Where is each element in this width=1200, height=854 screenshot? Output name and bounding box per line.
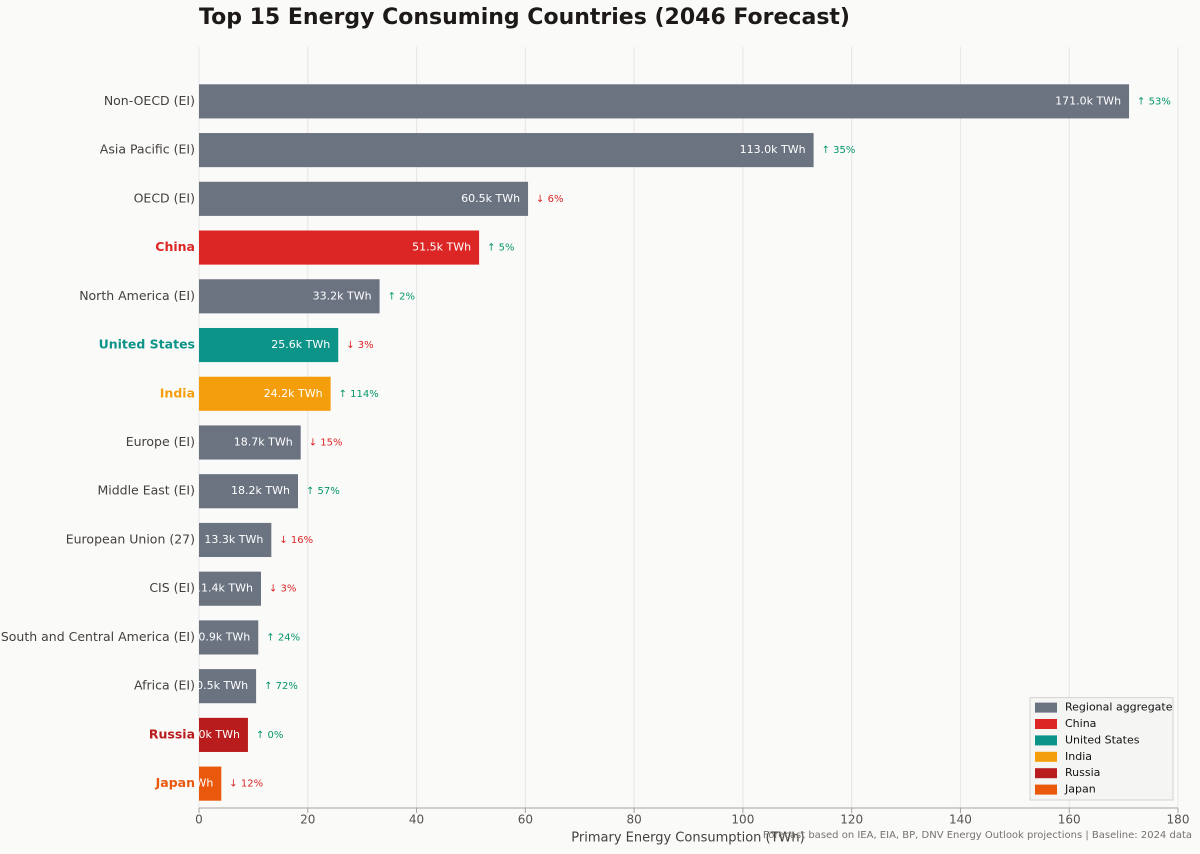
value-label: 24.2k TWh [264,387,323,400]
legend-swatch [1035,751,1057,762]
x-tick-label: 40 [409,813,424,827]
legend-swatch [1035,735,1057,746]
bar [199,279,380,314]
bar [199,766,222,801]
value-label: 10.9k TWh [191,630,250,643]
change-label: ↓ 15% [309,438,343,449]
legend-label: United States [1065,733,1140,746]
value-label: 13.3k TWh [204,533,263,546]
value-label: 4.1k TWh [161,777,213,790]
y-tick-label: OECD (EI) [134,190,195,205]
x-tick-label: 140 [949,813,972,827]
y-tick-label: Middle East (EI) [97,483,195,498]
value-label: 18.7k TWh [234,436,293,449]
legend-box [1029,697,1174,801]
x-tick-label: 180 [1167,813,1190,827]
value-label: 171.0k TWh [1055,94,1121,107]
legend-label: Russia [1065,766,1100,779]
value-label: 11.4k TWh [194,582,253,595]
value-label: 18.2k TWh [231,484,290,497]
x-tick-label: 160 [1058,813,1081,827]
change-label: ↓ 3% [346,340,373,351]
change-label: ↓ 16% [279,535,313,546]
bar [199,327,339,363]
value-label: 113.0k TWh [740,143,806,156]
change-label: ↑ 0% [256,730,283,741]
change-label: ↑ 72% [264,681,298,692]
y-tick-label: CIS (EI) [149,580,195,595]
y-tick-label: India [160,385,195,400]
legend-label: Regional aggregate [1065,701,1173,714]
bar [199,522,272,558]
x-tick-label: 0 [195,813,203,827]
bar [199,181,529,216]
bar [199,717,248,752]
change-label: ↓ 12% [229,779,263,790]
y-tick-label: North America (EI) [79,288,195,303]
y-tick-label: United States [99,337,195,352]
bar [199,669,257,704]
value-label: 33.2k TWh [313,289,372,302]
bar [199,84,1130,119]
legend-swatch [1035,768,1057,779]
change-label: ↓ 6% [536,194,563,205]
bar [199,425,301,460]
x-tick-label: 20 [300,813,315,827]
change-label: ↓ 3% [269,584,296,595]
y-tick-label: Non-OECD (EI) [104,93,195,108]
x-tick-label: 100 [731,813,754,827]
value-label: 9.0k TWh [188,728,240,741]
legend-swatch [1035,702,1057,713]
bar [199,376,331,411]
y-tick-label: European Union (27) [66,531,195,546]
value-label: 25.6k TWh [271,338,330,351]
y-tick-label: Asia Pacific (EI) [100,142,195,157]
y-tick-label: Africa (EI) [134,678,195,693]
value-label: 51.5k TWh [412,241,471,254]
bar [199,133,814,168]
value-label: 60.5k TWh [461,192,520,205]
bar [199,571,262,606]
x-tick-label: 120 [840,813,863,827]
bar [199,474,298,509]
legend-swatch [1035,719,1057,729]
y-tick-label: Japan [155,775,195,790]
value-label: 10.5k TWh [189,679,248,692]
legend-label: Japan [1064,783,1096,796]
change-label: ↑ 35% [822,145,856,156]
footnote: Forecast based on IEA, EIA, BP, DNV Ener… [763,830,1192,841]
change-label: ↑ 53% [1137,96,1171,107]
change-label: ↑ 24% [266,632,300,643]
chart-title: Top 15 Energy Consuming Countries (2046 … [199,5,850,30]
x-tick-label: 80 [626,813,641,827]
change-label: ↑ 2% [388,291,415,302]
y-tick-label: Europe (EI) [126,434,195,449]
change-label: ↑ 114% [339,389,379,400]
legend-label: India [1065,750,1092,763]
y-tick-label: China [155,239,195,254]
x-axis-label: Primary Energy Consumption (TWh) [571,831,804,846]
y-tick-label: South and Central America (EI) [1,629,195,644]
x-tick-label: 60 [518,813,533,827]
bar [199,230,480,265]
y-tick-label: Russia [149,726,195,741]
change-label: ↑ 5% [487,243,514,254]
legend-label: China [1065,717,1096,730]
legend-swatch [1035,784,1057,795]
change-label: ↑ 57% [306,486,340,497]
bar [199,620,259,655]
